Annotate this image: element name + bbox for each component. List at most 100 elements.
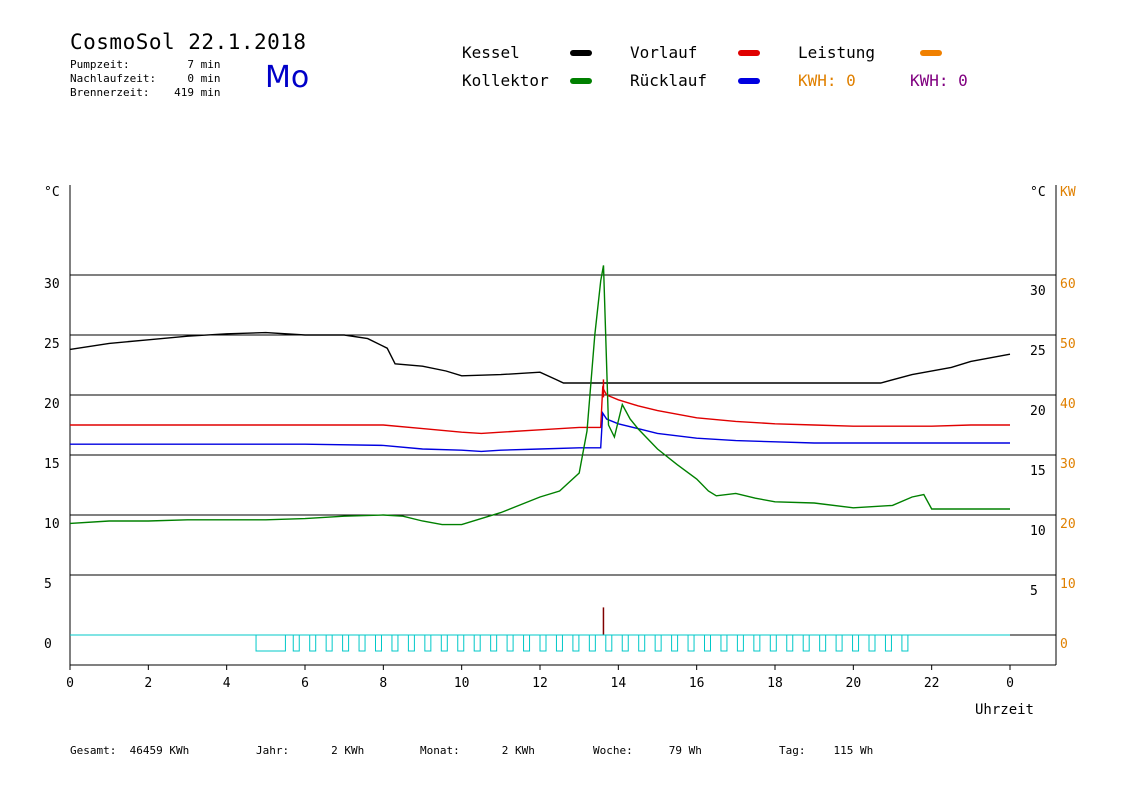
stat-value: 0 xyxy=(187,72,194,85)
legend-ruecklauf-label: Rücklauf xyxy=(630,71,708,90)
burner-pulse xyxy=(638,634,646,652)
y-tick-label-left: 25 xyxy=(44,337,60,352)
y-tick-label-left: 0 xyxy=(44,637,52,652)
burner-pulse xyxy=(720,634,728,652)
y-tick-label-right: 15 xyxy=(1030,464,1046,479)
y2-tick-label: 0 xyxy=(1060,637,1068,652)
y-tick-label-left: 15 xyxy=(44,457,60,472)
series-line-rücklauf xyxy=(70,410,1010,453)
legend-vorlauf-label: Vorlauf xyxy=(630,43,698,62)
legend-ruecklauf-swatch xyxy=(738,78,760,84)
y2-tick-label: 20 xyxy=(1060,517,1076,532)
stat-unit: min xyxy=(200,86,221,99)
burner-pulse xyxy=(736,634,744,652)
stat-label: Nachlaufzeit: xyxy=(70,72,157,85)
legend-kwh-solar: KWH: 0 xyxy=(798,71,856,90)
burner-pulse xyxy=(605,634,613,652)
x-tick-label: 10 xyxy=(454,676,470,691)
burner-pulse xyxy=(769,634,777,652)
footer-jahr: Jahr: 2 KWh xyxy=(256,744,364,757)
y-tick-label-left: 20 xyxy=(44,397,60,412)
footer-value: 2 KWh xyxy=(501,744,535,757)
y2-tick-label: 60 xyxy=(1060,277,1076,292)
burner-pulse xyxy=(292,634,300,652)
y2-tick-label: 50 xyxy=(1060,337,1076,352)
footer-woche: Woche: 79 Wh xyxy=(593,744,702,757)
stat-value: 419 xyxy=(174,86,194,99)
legend-kollektor-swatch xyxy=(570,78,592,84)
kwh-label: KWH: xyxy=(910,71,949,90)
stat-label: Brennerzeit: xyxy=(70,86,150,99)
footer-tag: Tag: 115 Wh xyxy=(779,744,873,757)
y-tick-label-left: 30 xyxy=(44,277,60,292)
footer-value: 2 KWh xyxy=(331,744,365,757)
burner-pulse xyxy=(687,634,695,652)
footer-gesamt: Gesamt: 46459 KWh xyxy=(70,744,189,757)
y-unit-left: °C xyxy=(44,185,60,200)
y-tick-label-right: 30 xyxy=(1030,284,1046,299)
burner-pulse xyxy=(490,634,498,652)
kwh-value: 0 xyxy=(846,71,856,90)
stat-unit: min xyxy=(200,58,221,71)
footer-label: Monat: xyxy=(420,744,460,757)
burner-pulse xyxy=(901,634,909,652)
burner-pulse xyxy=(457,634,465,652)
x-tick-label: 22 xyxy=(924,676,940,691)
y-tick-label-right: 20 xyxy=(1030,404,1046,419)
burner-pulse xyxy=(588,634,596,652)
legend-kwh-brenner: KWH: 0 xyxy=(910,71,968,90)
legend-vorlauf-swatch xyxy=(738,50,760,56)
burner-pulse xyxy=(835,634,843,652)
kwh-label: KWH: xyxy=(798,71,837,90)
y2-tick-label: 40 xyxy=(1060,397,1076,412)
burner-pulse xyxy=(852,634,860,652)
footer-label: Gesamt: xyxy=(70,744,117,757)
burner-pulse xyxy=(325,634,333,652)
burner-pulse xyxy=(407,634,415,652)
legend-leistung-label: Leistung xyxy=(798,43,876,62)
legend-kessel-swatch xyxy=(570,50,592,56)
page-title: CosmoSol 22.1.2018 xyxy=(70,30,307,54)
footer-label: Tag: xyxy=(779,744,806,757)
kwh-value: 0 xyxy=(958,71,968,90)
burner-pulse xyxy=(375,634,382,652)
burner-pulse xyxy=(555,634,563,652)
x-tick-label: 4 xyxy=(223,676,231,691)
burner-pulse xyxy=(309,634,317,652)
x-tick-label: 20 xyxy=(846,676,862,691)
burner-pulse xyxy=(704,634,711,652)
series-line-kollektor xyxy=(69,265,1010,526)
x-axis-label: Uhrzeit xyxy=(975,702,1034,718)
y-tick-label-right: 25 xyxy=(1030,344,1046,359)
stat-label: Pumpzeit: xyxy=(70,58,130,71)
legend-leistung-swatch xyxy=(920,50,942,56)
burner-pulse xyxy=(473,634,481,652)
legend-kessel-label: Kessel xyxy=(462,43,520,62)
series-line-vorlauf xyxy=(70,385,1010,435)
x-tick-label: 0 xyxy=(1006,676,1014,691)
y-tick-label-right: 5 xyxy=(1030,584,1038,599)
series-line-kessel xyxy=(69,331,1011,384)
burner-pulse xyxy=(424,634,432,652)
x-tick-label: 16 xyxy=(689,676,705,691)
burner-pulse xyxy=(342,634,350,652)
burner-pulse xyxy=(802,634,810,652)
stat-nachlaufzeit: Nachlaufzeit: 0 min xyxy=(70,72,221,86)
x-tick-label: 2 xyxy=(144,676,152,691)
stat-brennerzeit: Brennerzeit: 419 min xyxy=(70,86,221,100)
footer-monat: Monat: 2 KWh xyxy=(420,744,535,757)
x-tick-label: 18 xyxy=(767,676,783,691)
y2-tick-label: 30 xyxy=(1060,457,1076,472)
burner-pulse xyxy=(621,634,629,652)
x-tick-label: 6 xyxy=(301,676,309,691)
x-tick-label: 8 xyxy=(379,676,387,691)
y2-unit: KW xyxy=(1060,185,1076,200)
stat-pumpzeit: Pumpzeit: 7 min xyxy=(70,58,221,72)
burner-pulse xyxy=(868,634,876,652)
burner-pulse xyxy=(572,634,580,652)
burner-pulse xyxy=(391,634,399,652)
burner-pulse xyxy=(523,634,531,652)
x-tick-label: 12 xyxy=(532,676,548,691)
y-tick-label-left: 5 xyxy=(44,577,52,592)
